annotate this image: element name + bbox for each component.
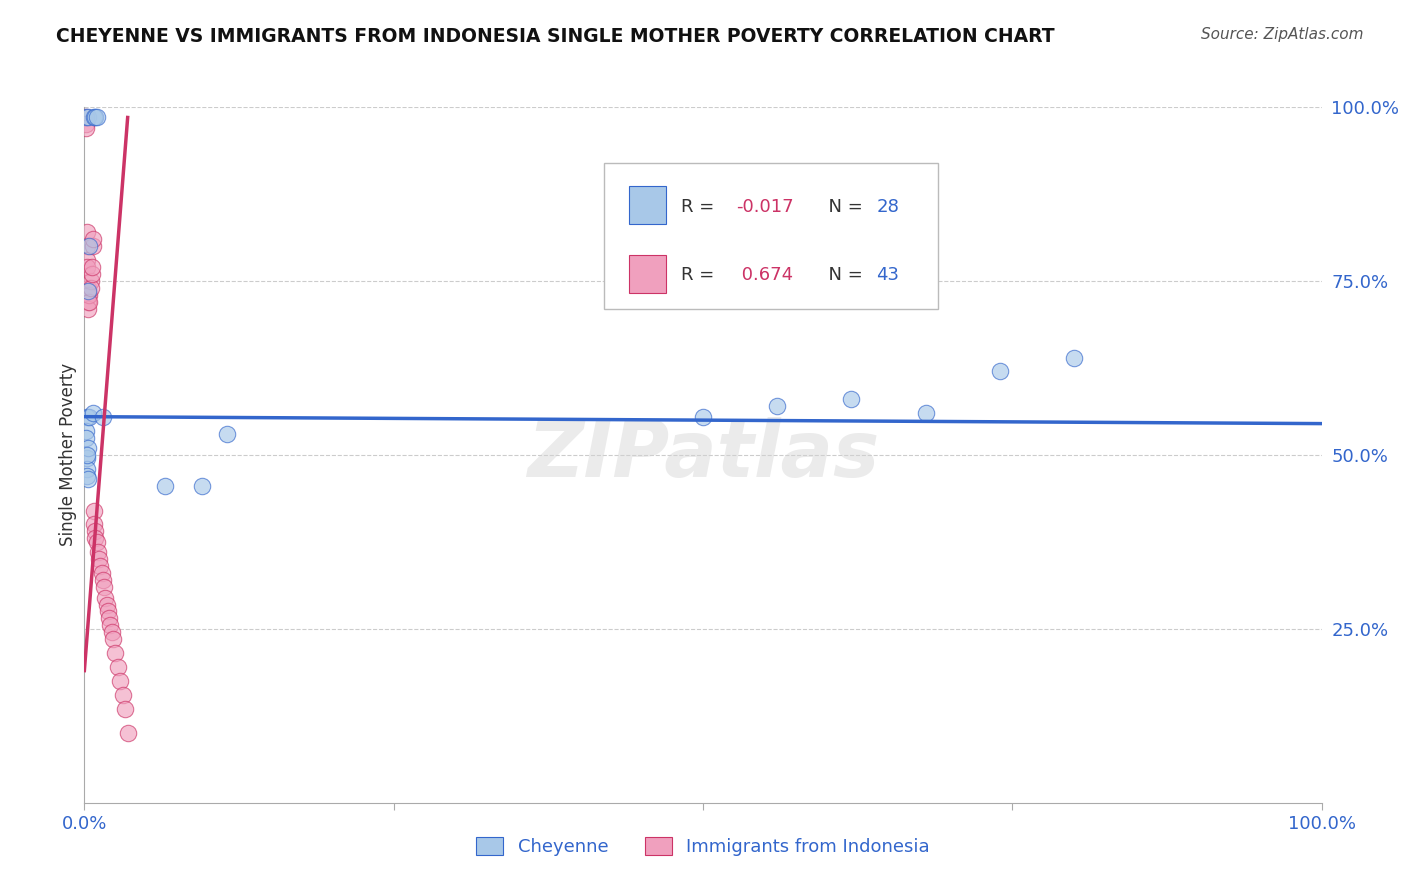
Point <box>86 535 108 549</box>
Point <box>191 479 214 493</box>
Point <box>215 427 238 442</box>
Point <box>76 409 98 424</box>
Point <box>76 260 98 274</box>
Point <box>84 111 107 125</box>
FancyBboxPatch shape <box>605 162 938 309</box>
Point <box>766 399 789 413</box>
Point <box>79 294 101 309</box>
Point <box>914 406 936 420</box>
Point <box>90 566 112 581</box>
Point <box>79 281 101 295</box>
Point <box>1063 351 1085 365</box>
Point <box>91 409 114 424</box>
Point <box>988 364 1011 378</box>
Point <box>76 468 98 483</box>
Point <box>841 392 863 407</box>
Point <box>91 573 114 587</box>
Point <box>75 117 97 131</box>
Point <box>76 239 98 253</box>
Point <box>79 274 101 288</box>
Point <box>80 260 103 274</box>
Text: N =: N = <box>817 267 869 285</box>
Point <box>83 517 105 532</box>
Bar <box>628 186 666 224</box>
Text: R =: R = <box>681 198 720 216</box>
Point <box>77 301 100 316</box>
Point <box>80 267 103 281</box>
Point <box>101 632 124 647</box>
Point <box>77 472 100 486</box>
Point <box>100 625 122 640</box>
Point <box>94 591 117 605</box>
Point <box>75 111 97 125</box>
Point <box>79 409 101 424</box>
Point <box>76 225 98 239</box>
Point <box>77 111 100 125</box>
Point <box>93 580 115 594</box>
Point <box>83 503 105 517</box>
Point <box>114 702 136 716</box>
Point <box>82 406 104 420</box>
Point <box>97 605 120 619</box>
Point <box>84 532 107 546</box>
Point <box>76 462 98 476</box>
Point <box>98 618 121 632</box>
Point <box>86 111 108 125</box>
Point <box>82 239 104 253</box>
Point <box>117 726 139 740</box>
Point <box>75 424 97 438</box>
Point <box>77 288 100 302</box>
Point <box>692 409 714 424</box>
Point <box>83 111 105 125</box>
Point <box>76 253 98 268</box>
Point <box>77 281 100 295</box>
Text: ZIPatlas: ZIPatlas <box>527 417 879 493</box>
Point <box>89 559 111 574</box>
Point <box>77 441 100 455</box>
Point <box>98 611 121 625</box>
Point <box>84 524 107 539</box>
Text: CHEYENNE VS IMMIGRANTS FROM INDONESIA SINGLE MOTHER POVERTY CORRELATION CHART: CHEYENNE VS IMMIGRANTS FROM INDONESIA SI… <box>56 27 1054 45</box>
Point <box>104 646 127 660</box>
Point <box>153 479 176 493</box>
Text: N =: N = <box>817 198 869 216</box>
Point <box>79 239 101 253</box>
Point <box>89 552 111 566</box>
Text: Source: ZipAtlas.com: Source: ZipAtlas.com <box>1201 27 1364 42</box>
Point <box>79 288 101 302</box>
Text: 0.674: 0.674 <box>737 267 793 285</box>
Point <box>82 232 104 246</box>
Point <box>96 598 118 612</box>
Point <box>75 111 97 125</box>
Text: -0.017: -0.017 <box>737 198 794 216</box>
Point <box>107 660 129 674</box>
Point <box>76 448 98 462</box>
Text: 28: 28 <box>876 198 898 216</box>
Point <box>77 285 100 299</box>
Point <box>87 545 110 559</box>
Point <box>111 688 134 702</box>
Legend: Cheyenne, Immigrants from Indonesia: Cheyenne, Immigrants from Indonesia <box>470 830 936 863</box>
Bar <box>628 254 666 293</box>
Point <box>75 431 97 445</box>
Text: 43: 43 <box>876 267 900 285</box>
Y-axis label: Single Mother Poverty: Single Mother Poverty <box>59 363 77 547</box>
Point <box>76 451 98 466</box>
Point <box>110 674 132 689</box>
Point <box>77 294 100 309</box>
Text: R =: R = <box>681 267 720 285</box>
Point <box>75 120 97 135</box>
